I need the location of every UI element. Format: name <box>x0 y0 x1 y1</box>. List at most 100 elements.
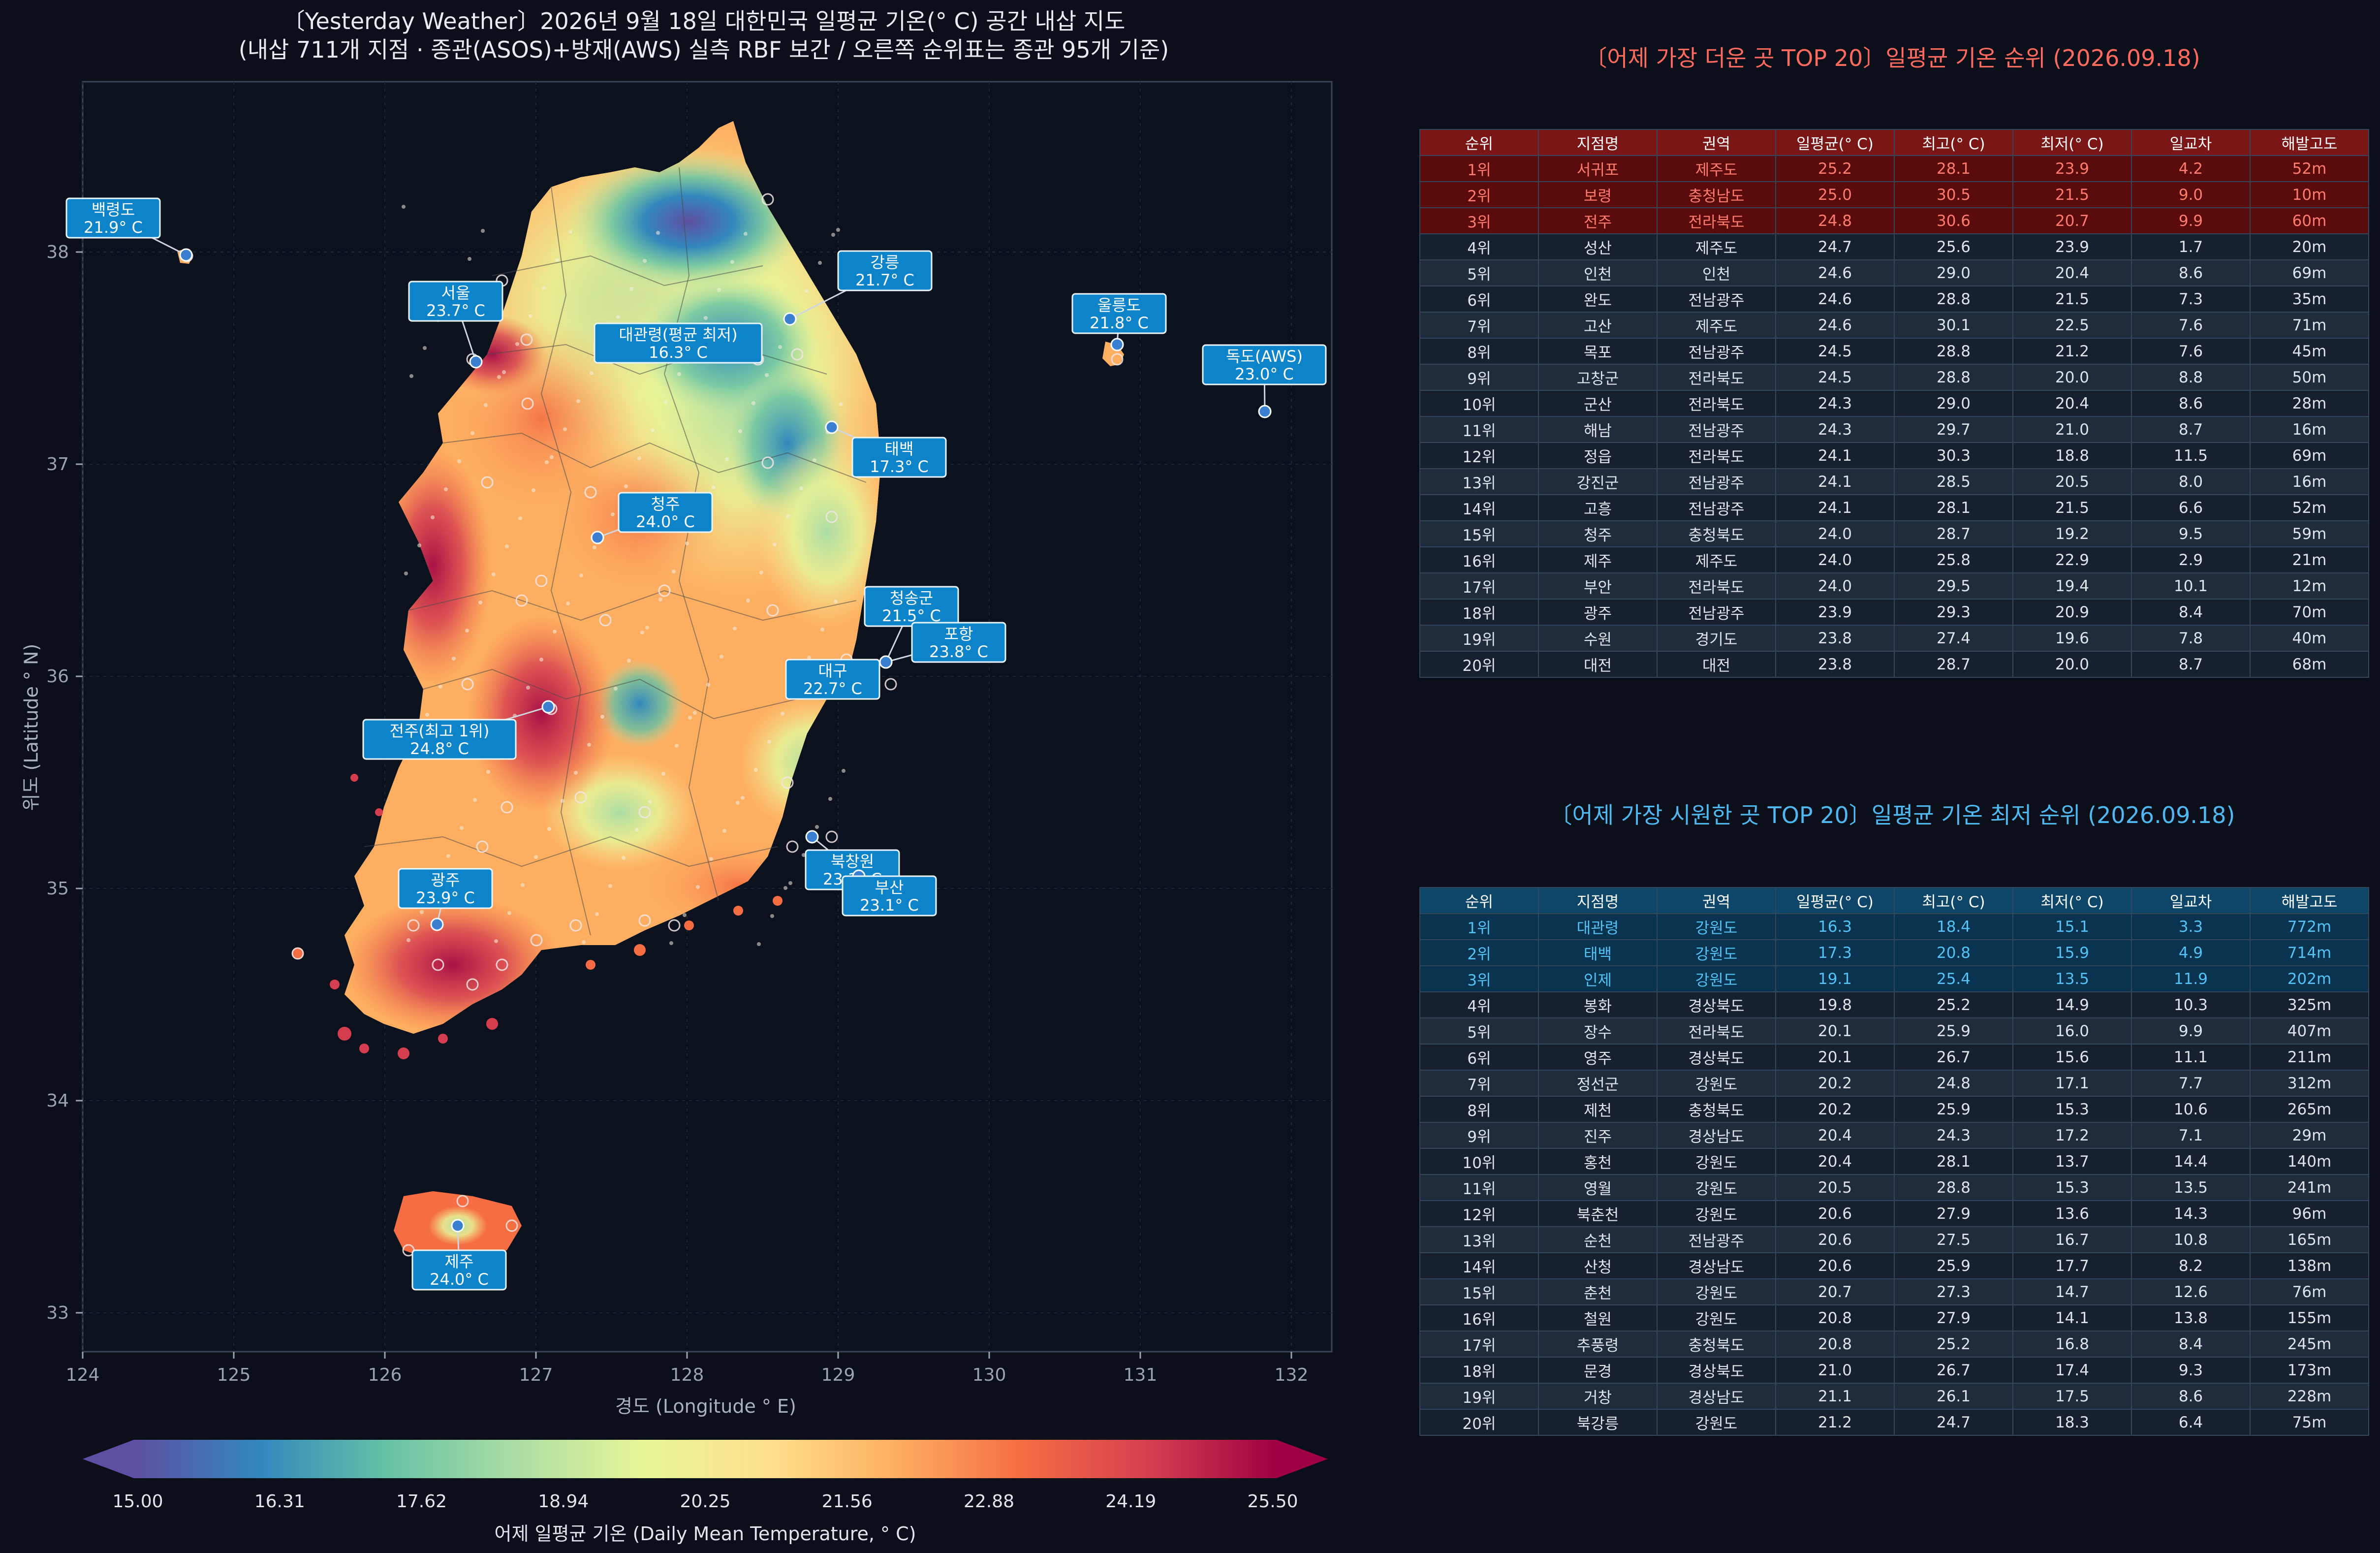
table-cell: 제주도 <box>1657 155 1776 182</box>
table-cell: 27.9 <box>1894 1200 2013 1227</box>
table-cell: 9위 <box>1419 364 1539 391</box>
callout-value: 21.7° C <box>855 271 914 289</box>
colorbar-tick-label: 20.25 <box>680 1491 731 1512</box>
table-cell: 1.7 <box>2131 233 2251 260</box>
table-row: 12위 정읍 전라북도 24.1 30.3 18.8 11.5 69m <box>1419 442 2369 469</box>
table-cell: 13위 <box>1419 468 1539 495</box>
callout-name: 포항 <box>944 625 973 643</box>
table-cell: 보령 <box>1538 181 1658 208</box>
table-row: 14위 산청 경상남도 20.6 25.9 17.7 8.2 138m <box>1419 1252 2369 1279</box>
table-cell: 29.0 <box>1894 259 2013 286</box>
table-cell: 8.6 <box>2131 390 2251 417</box>
table-row: 9위 진주 경상남도 20.4 24.3 17.2 7.1 29m <box>1419 1122 2369 1149</box>
table-cell: 11위 <box>1419 416 1539 443</box>
table-cell: 목포 <box>1538 338 1658 365</box>
table-cell: 11위 <box>1419 1174 1539 1201</box>
table-row: 9위 고창군 전라북도 24.5 28.8 20.0 8.8 50m <box>1419 364 2369 391</box>
table-row: 1위 대관령 강원도 16.3 18.4 15.1 3.3 772m <box>1419 913 2369 940</box>
table-cell: 춘천 <box>1538 1278 1658 1305</box>
table-cell: 20.6 <box>1775 1200 1895 1227</box>
callout-name: 청주 <box>651 495 680 513</box>
x-tick-label: 127 <box>519 1365 553 1385</box>
callout-value: 17.3° C <box>870 457 929 476</box>
table-cell: 60m <box>2250 207 2369 234</box>
table-cell: 거창 <box>1538 1383 1658 1410</box>
table-cell: 20.8 <box>1775 1304 1895 1331</box>
table-cell: 15.6 <box>2012 1044 2132 1071</box>
table-cell: 강원도 <box>1657 965 1776 992</box>
table-cell: 24.1 <box>1775 468 1895 495</box>
table-cell: 28.7 <box>1894 520 2013 547</box>
table-cell: 68m <box>2250 651 2369 678</box>
table-cell: 북춘천 <box>1538 1200 1658 1227</box>
table-cell: 245m <box>2250 1331 2369 1358</box>
table-cell: 정선군 <box>1538 1070 1658 1097</box>
callout-value: 16.3° C <box>649 343 708 362</box>
table-cell: 265m <box>2250 1096 2369 1123</box>
table-cell: 30.3 <box>1894 442 2013 469</box>
colorbar-tick-label: 22.88 <box>963 1491 1015 1512</box>
table-cell: 21.0 <box>2012 416 2132 443</box>
table-cell: 20.2 <box>1775 1070 1895 1097</box>
table-cell: 26.7 <box>1894 1357 2013 1384</box>
table-cell: 16.0 <box>2012 1017 2132 1045</box>
table-cell: 155m <box>2250 1304 2369 1331</box>
table-cell: 2.9 <box>2131 546 2251 573</box>
table-cell: 17.3 <box>1775 939 1895 966</box>
table-cell: 11.5 <box>2131 442 2251 469</box>
table-header-cell: 최저(° C) <box>2012 887 2132 914</box>
table-cell: 21m <box>2250 546 2369 573</box>
table-cell: 23.9 <box>2012 233 2132 260</box>
table-row: 8위 제천 충청북도 20.2 25.9 15.3 10.6 265m <box>1419 1096 2369 1123</box>
table-cell: 7.3 <box>2131 285 2251 313</box>
table-cell: 인천 <box>1657 259 1776 286</box>
table-cell: 20.6 <box>1775 1226 1895 1253</box>
table-cell: 14.4 <box>2131 1148 2251 1175</box>
table-row: 10위 홍천 강원도 20.4 28.1 13.7 14.4 140m <box>1419 1148 2369 1175</box>
y-axis-label: 위도 (Latitude ° N) <box>20 643 42 811</box>
colorbar-tick-label: 17.62 <box>396 1491 447 1512</box>
table-cell: 인천 <box>1538 259 1658 286</box>
table-cell: 24.1 <box>1775 494 1895 521</box>
table-cell: 3위 <box>1419 965 1539 992</box>
callout-name: 대관령(평균 최저) <box>619 325 737 344</box>
table-cell: 고산 <box>1538 312 1658 339</box>
callout-value: 23.0° C <box>1235 365 1294 383</box>
table-cell: 76m <box>2250 1278 2369 1305</box>
table-row: 13위 강진군 전남광주 24.1 28.5 20.5 8.0 16m <box>1419 468 2369 495</box>
table-cell: 7.6 <box>2131 312 2251 339</box>
table-cell: 9.9 <box>2131 207 2251 234</box>
table-cell: 강원도 <box>1657 1278 1776 1305</box>
table-cell: 14.7 <box>2012 1278 2132 1305</box>
table-cell: 20.5 <box>2012 468 2132 495</box>
table-cell: 14.3 <box>2131 1200 2251 1227</box>
table-cell: 25.9 <box>1894 1017 2013 1045</box>
x-tick-label: 126 <box>368 1365 402 1385</box>
table-cell: 영주 <box>1538 1044 1658 1071</box>
table-cell: 강원도 <box>1657 939 1776 966</box>
table-cell: 20.1 <box>1775 1017 1895 1045</box>
callout-value: 21.9° C <box>84 218 143 237</box>
table-cell: 5위 <box>1419 259 1539 286</box>
table-cell: 24.8 <box>1775 207 1895 234</box>
table-cell: 9.9 <box>2131 1017 2251 1045</box>
x-tick-label: 132 <box>1275 1365 1309 1385</box>
table-row: 16위 철원 강원도 20.8 27.9 14.1 13.8 155m <box>1419 1304 2369 1331</box>
table-cell: 202m <box>2250 965 2369 992</box>
table-cell: 13위 <box>1419 1226 1539 1253</box>
table-cell: 312m <box>2250 1070 2369 1097</box>
table-row: 4위 성산 제주도 24.7 25.6 23.9 1.7 20m <box>1419 233 2369 260</box>
table-cell: 21.2 <box>2012 338 2132 365</box>
table-header-cell: 일평균(° C) <box>1775 129 1895 156</box>
table-cell: 27.3 <box>1894 1278 2013 1305</box>
callout-name: 광주 <box>431 871 460 889</box>
table-cell: 24.7 <box>1894 1409 2013 1436</box>
table-cell: 6.4 <box>2131 1409 2251 1436</box>
table-cell: 제주도 <box>1657 312 1776 339</box>
table-cell: 24.6 <box>1775 312 1895 339</box>
table-cell: 24.5 <box>1775 364 1895 391</box>
table-cell: 7.8 <box>2131 625 2251 652</box>
table-row: 2위 태백 강원도 17.3 20.8 15.9 4.9 714m <box>1419 939 2369 966</box>
callout-name: 독도(AWS) <box>1226 347 1303 366</box>
